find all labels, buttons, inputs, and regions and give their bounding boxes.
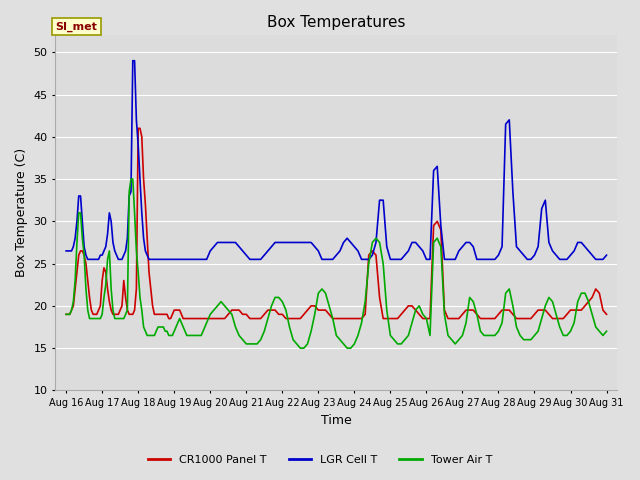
Y-axis label: Box Temperature (C): Box Temperature (C): [15, 148, 28, 277]
Legend: CR1000 Panel T, LGR Cell T, Tower Air T: CR1000 Panel T, LGR Cell T, Tower Air T: [143, 451, 497, 469]
Title: Box Temperatures: Box Temperatures: [267, 15, 406, 30]
Text: SI_met: SI_met: [55, 22, 97, 32]
X-axis label: Time: Time: [321, 414, 352, 427]
